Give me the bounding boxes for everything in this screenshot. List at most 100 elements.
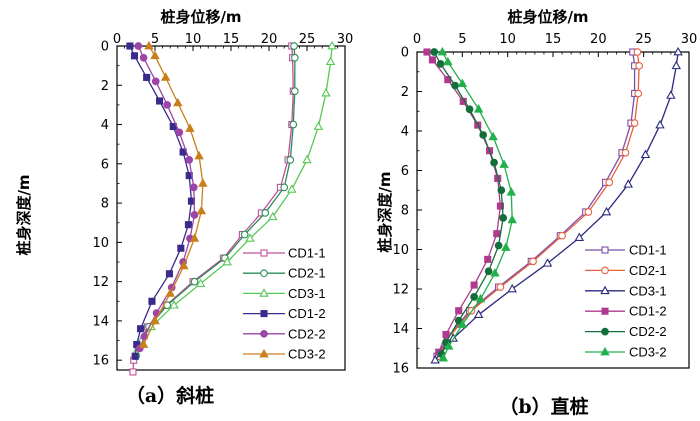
data-point <box>448 333 459 342</box>
data-point <box>499 159 509 168</box>
y-tick-label: 6 <box>101 157 109 172</box>
legend-marker <box>259 348 269 358</box>
data-point <box>184 221 192 229</box>
data-point <box>423 48 431 56</box>
data-point <box>438 352 449 362</box>
y-tick-label: 8 <box>401 204 409 219</box>
x-tick-label: 0 <box>413 32 421 47</box>
data-point <box>287 184 297 193</box>
data-point <box>185 123 195 132</box>
data-point <box>175 128 184 137</box>
data-point <box>302 154 312 164</box>
data-point <box>497 186 506 195</box>
x-tick-label: 15 <box>545 32 562 47</box>
x-tick-label: 0 <box>113 32 121 47</box>
data-point <box>634 89 643 98</box>
data-point <box>443 56 453 66</box>
data-point <box>195 278 206 287</box>
legend-entry: CD1-1 <box>243 246 326 261</box>
data-point <box>455 307 463 315</box>
data-point <box>245 233 255 242</box>
data-point <box>286 156 295 164</box>
data-point <box>144 40 154 50</box>
data-point <box>640 149 651 159</box>
data-point <box>165 270 173 278</box>
data-point <box>150 315 160 325</box>
x-tick-label: 10 <box>185 32 202 47</box>
legend-marker <box>600 285 610 295</box>
data-point <box>475 293 486 303</box>
x-tick-label: 25 <box>635 32 652 47</box>
legend-marker <box>601 246 609 254</box>
y-axis-title: 桩身深度/m <box>15 174 33 255</box>
data-point <box>156 97 164 105</box>
data-point <box>150 50 160 60</box>
data-point <box>501 242 511 251</box>
data-point <box>131 352 139 360</box>
data-point <box>621 148 630 157</box>
data-point <box>321 87 331 97</box>
series-CD1-2 <box>423 48 504 356</box>
data-point <box>196 205 207 215</box>
legend-marker <box>260 310 268 318</box>
y-tick-label: 0 <box>101 40 109 55</box>
data-point <box>655 119 665 129</box>
data-point <box>290 42 298 50</box>
data-point <box>268 211 278 221</box>
y-tick-label: 12 <box>92 275 109 290</box>
data-point <box>428 56 436 64</box>
panel-caption: （b）直桩 <box>499 395 588 418</box>
data-point <box>451 81 459 90</box>
data-point <box>442 330 450 338</box>
data-point <box>584 208 593 216</box>
data-point <box>430 48 439 56</box>
x-axis-title: 桩身位移/m <box>507 8 588 26</box>
data-point <box>290 87 299 96</box>
series-line <box>433 51 504 355</box>
data-point <box>605 178 614 187</box>
y-tick-label: 4 <box>101 118 109 133</box>
data-point <box>126 42 134 50</box>
legend-entry: CD1-2 <box>585 304 667 319</box>
x-tick-label: 15 <box>223 32 240 47</box>
legend-label: CD3-2 <box>629 345 667 360</box>
data-point <box>473 104 484 113</box>
data-point <box>490 268 500 277</box>
x-tick-label: 20 <box>261 32 278 47</box>
data-point <box>443 341 454 350</box>
legend-marker <box>601 327 609 336</box>
data-point <box>542 258 553 267</box>
series-line <box>137 45 196 349</box>
data-point <box>189 183 198 192</box>
data-point <box>190 211 199 219</box>
data-point <box>436 59 445 68</box>
legend-entry: CD2-2 <box>243 326 326 341</box>
y-tick-label: 14 <box>92 314 109 329</box>
data-point <box>488 131 498 141</box>
legend-entry: CD1-1 <box>585 243 667 258</box>
legend-entry: CD3-2 <box>585 345 667 360</box>
series-CD3-2 <box>437 46 517 362</box>
legend-label: CD2-1 <box>288 266 326 281</box>
data-point <box>163 101 172 109</box>
data-point <box>673 46 683 56</box>
data-point <box>194 150 204 160</box>
legend-marker <box>259 288 269 297</box>
plot-frame <box>116 45 346 371</box>
y-tick-label: 16 <box>392 362 409 377</box>
data-point <box>484 267 493 276</box>
data-point <box>222 256 232 266</box>
legend-label: CD2-2 <box>288 326 326 341</box>
series-line <box>441 51 513 359</box>
data-point <box>558 231 566 240</box>
data-point <box>465 105 474 114</box>
legend-entry: CD3-2 <box>243 347 326 362</box>
series-CD1-2 <box>126 42 196 360</box>
x-tick-label: 30 <box>681 32 698 47</box>
data-point <box>529 257 537 266</box>
data-point <box>437 46 448 56</box>
data-point <box>473 309 484 319</box>
data-point <box>671 60 682 70</box>
data-point <box>506 187 517 196</box>
series-CD3-1 <box>430 46 683 364</box>
